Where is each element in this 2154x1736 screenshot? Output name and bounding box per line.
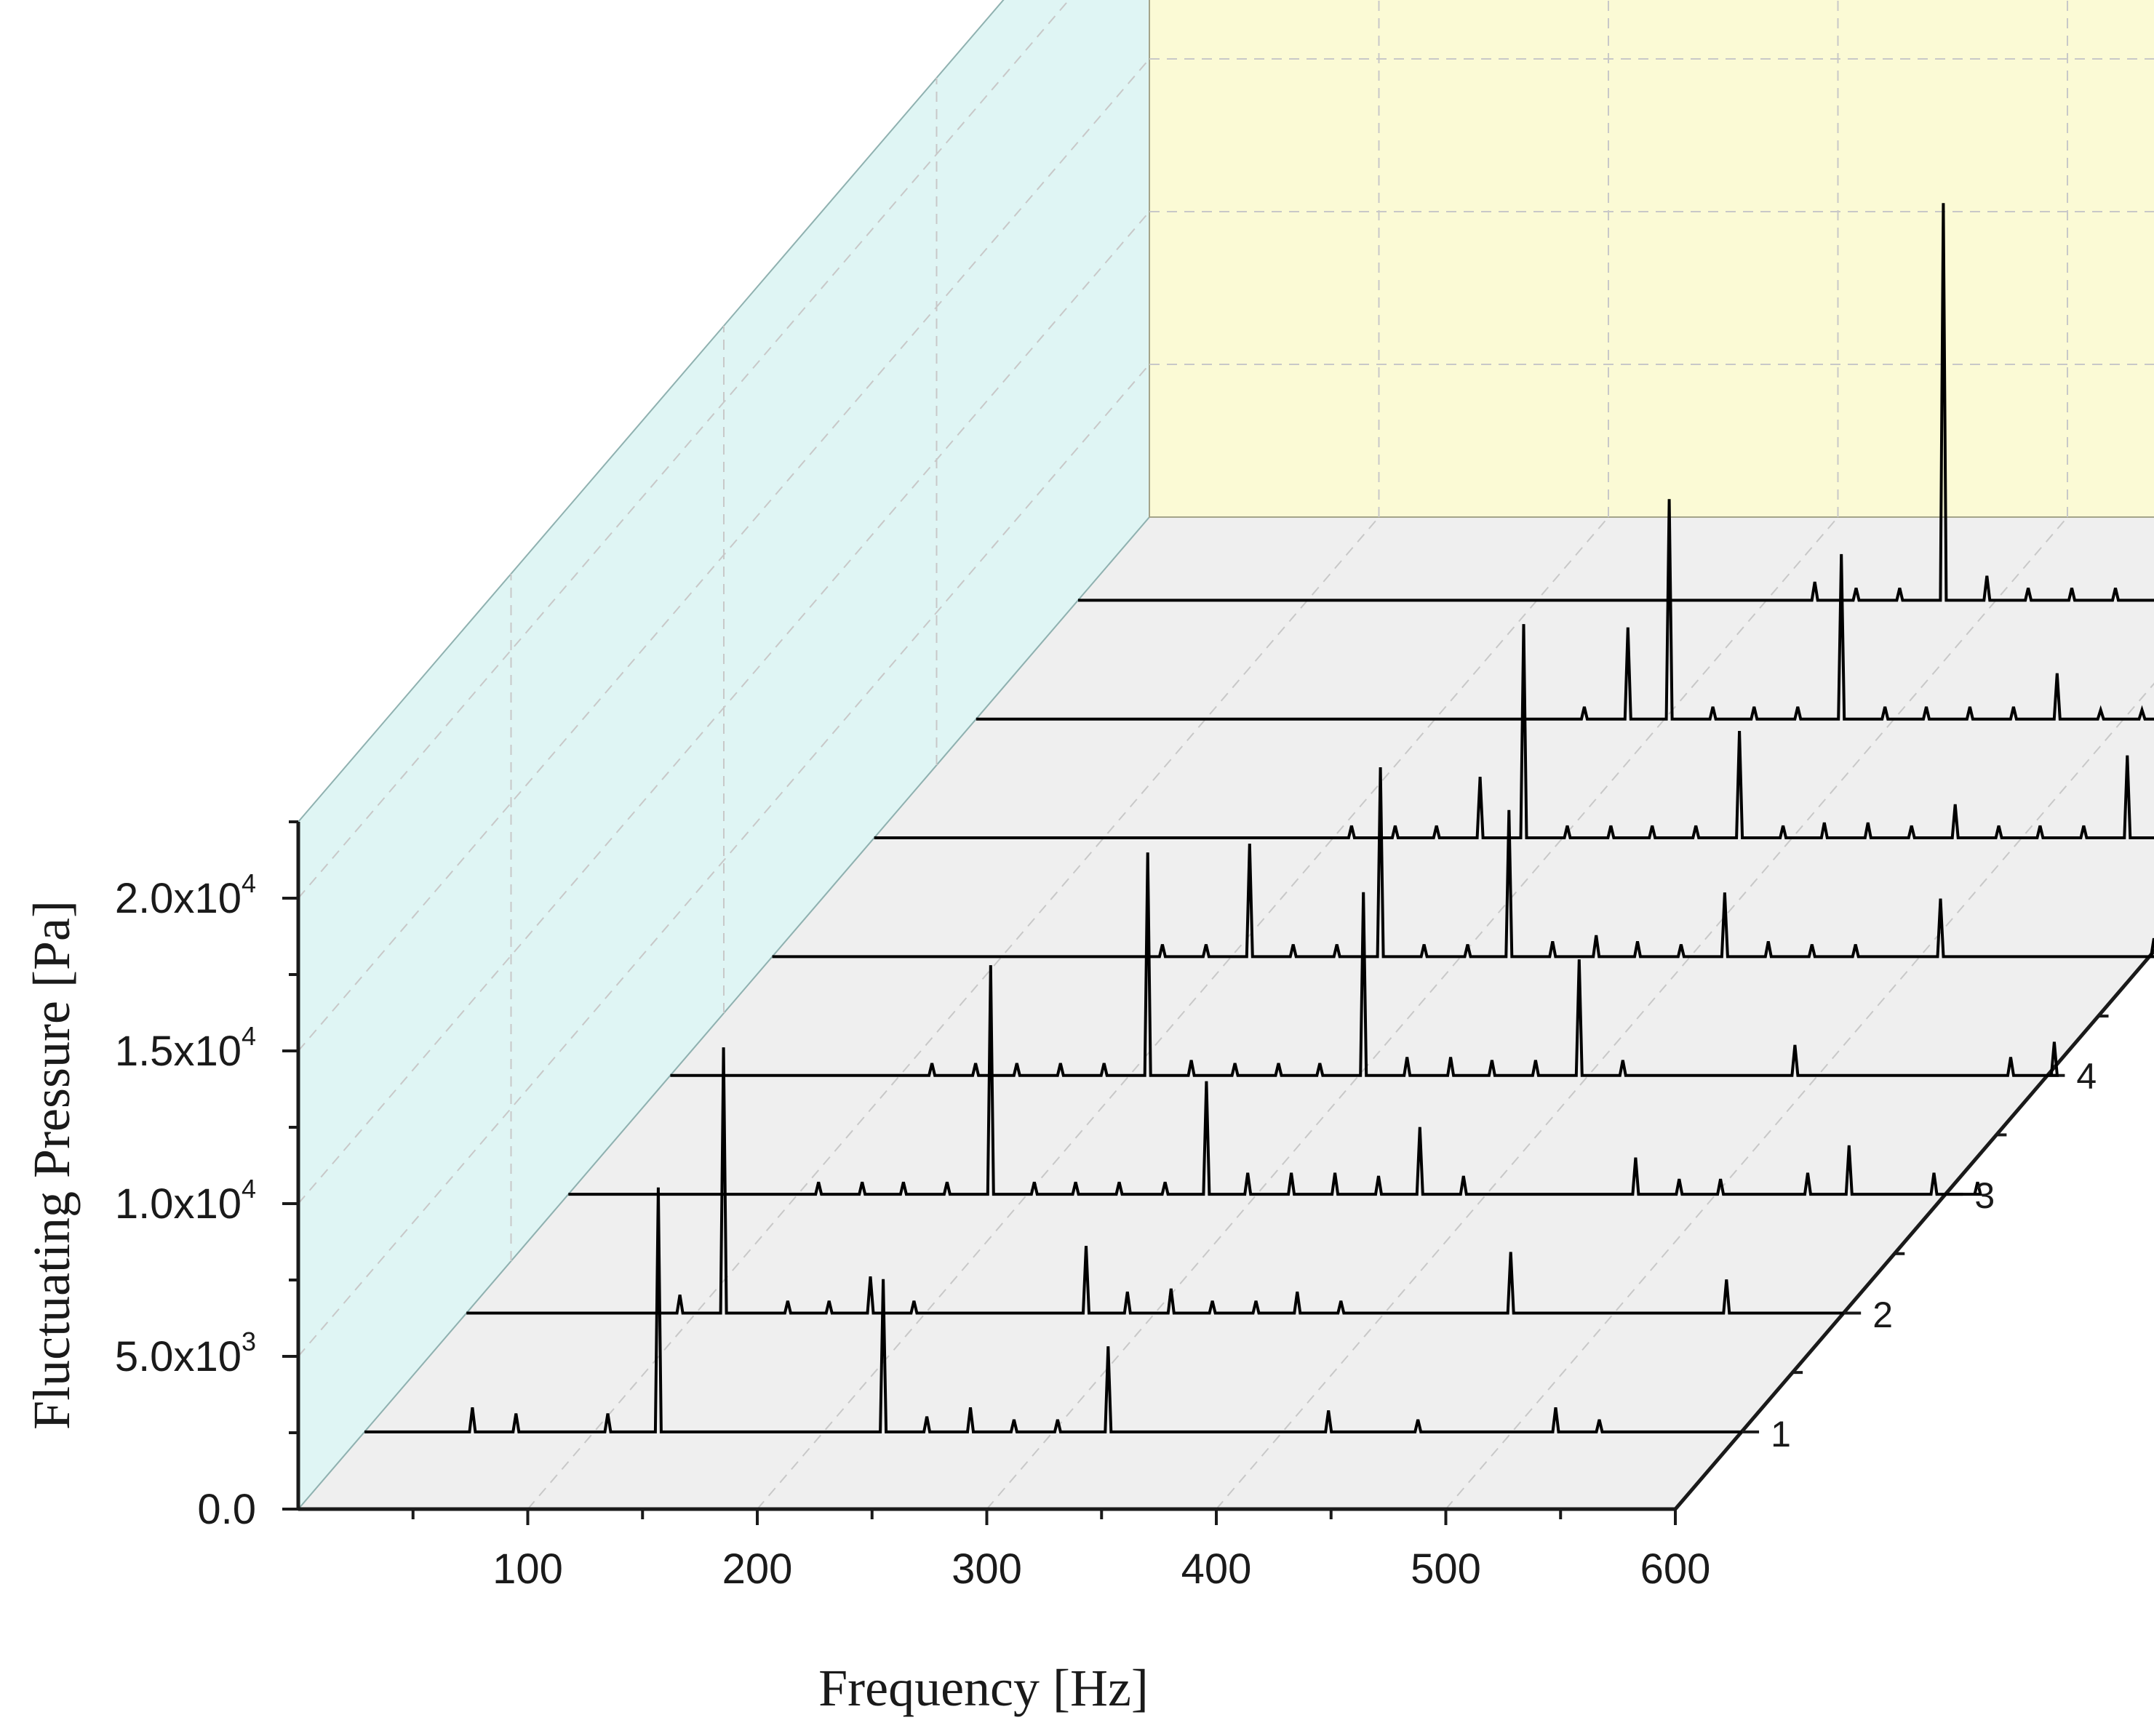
back-wall-plane <box>1149 0 2154 518</box>
depth-axis-line <box>1674 948 2154 1511</box>
z-tick-mantissa: 1.0x10 <box>115 1180 242 1228</box>
z-tick-label: 1.5x104 <box>115 1021 256 1075</box>
x-tick-label: 400 <box>1181 1545 1252 1593</box>
z-tick-exponent: 3 <box>242 1327 256 1356</box>
series-line-4 <box>670 852 2059 1077</box>
floor-gridline <box>1216 516 2068 1510</box>
z-tick-exponent: 4 <box>242 1021 256 1051</box>
floor-gridline <box>757 516 1609 1510</box>
depth-label: 2 <box>1872 1295 1893 1335</box>
z-tick-label: 0.0 <box>197 1486 256 1533</box>
z-tick-exponent: 4 <box>242 1174 256 1204</box>
depth-label: 4 <box>2076 1056 2097 1097</box>
z-tick-mantissa: 5.0x10 <box>115 1333 242 1380</box>
z-tick-label: 5.0x103 <box>115 1327 256 1380</box>
series-line-3 <box>568 965 1983 1196</box>
floor-gridline <box>986 516 1839 1510</box>
x-tick-label: 200 <box>722 1545 793 1593</box>
z-tick-mantissa: 0.0 <box>197 1486 256 1533</box>
depth-label: 1 <box>1771 1414 1791 1455</box>
chart-series <box>364 203 2154 1433</box>
z-tick-mantissa: 2.0x10 <box>115 875 242 922</box>
x-tick-label: 100 <box>492 1545 563 1593</box>
z-tick-label: 1.0x104 <box>115 1174 256 1228</box>
series-line-6 <box>874 624 2154 840</box>
chart-axes <box>282 820 2154 1525</box>
depth-label: 3 <box>1974 1175 1995 1216</box>
x-axis-title: Frequency [Hz] <box>818 1659 1149 1717</box>
series-line-5 <box>772 767 2154 959</box>
floor-gridline <box>527 516 1380 1510</box>
x-tick-label: 500 <box>1411 1545 1481 1593</box>
series-line-1 <box>364 1187 1742 1433</box>
chart-labels: 100 200 300 400 500 6000.05.0x1031.0x1041.5x1… <box>115 868 2097 1593</box>
z-tick-label: 2.0x104 <box>115 868 256 922</box>
series-line-8 <box>1077 203 2154 602</box>
series-line-2 <box>466 1047 1844 1315</box>
y-axis-title: Fluctuating Pressure [Pa] <box>23 900 81 1430</box>
floor-gridline <box>1445 682 2154 1510</box>
x-tick-label: 600 <box>1640 1545 1711 1593</box>
series-line-7 <box>976 499 2154 721</box>
z-tick-mantissa: 1.5x10 <box>115 1028 242 1075</box>
z-tick-exponent: 4 <box>242 868 256 898</box>
chart-walls <box>296 0 2154 1511</box>
x-tick-label: 300 <box>952 1545 1022 1593</box>
left-wall-gridline <box>298 364 1150 1357</box>
